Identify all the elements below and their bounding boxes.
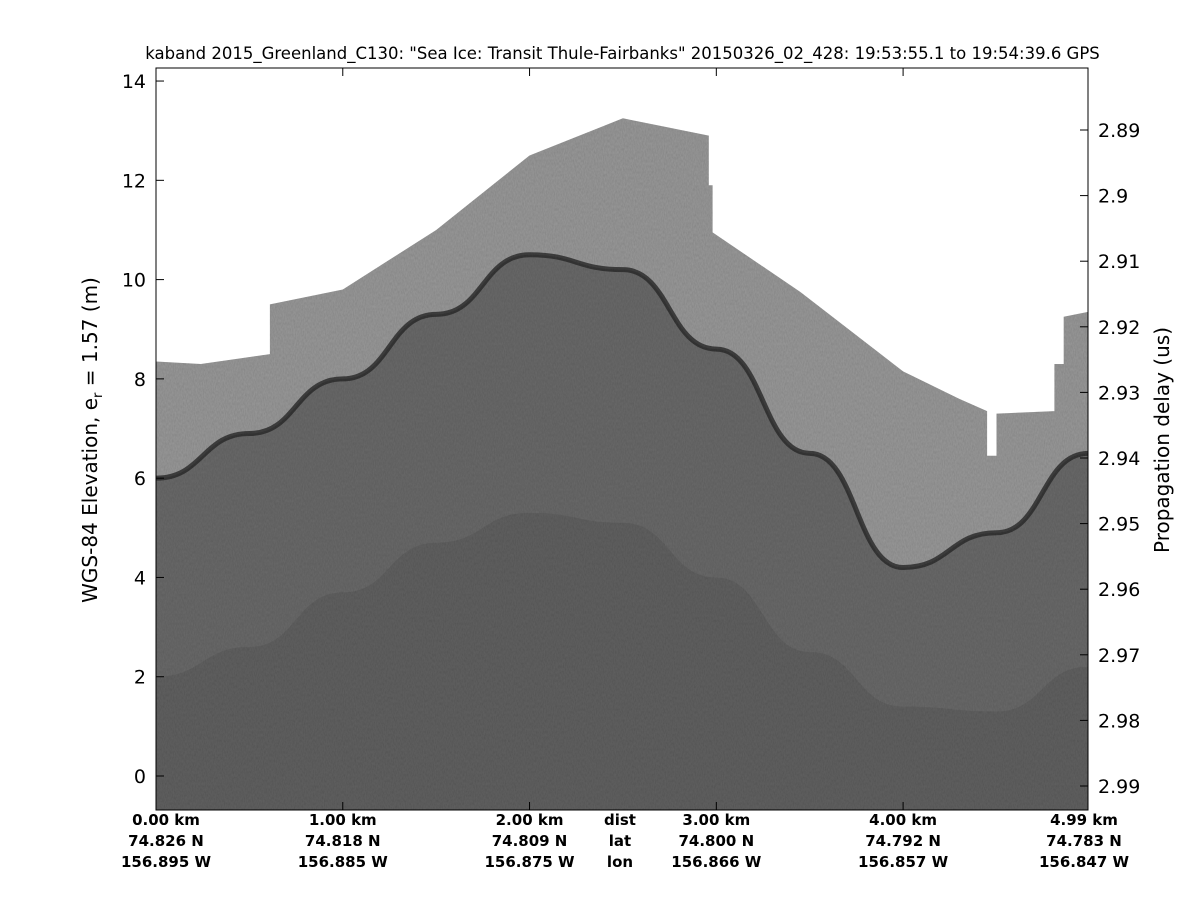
x-tick-lat: 74.792 N	[865, 832, 941, 850]
x-tick-label: 4.99 km 74.783 N 156.847 W	[1014, 810, 1154, 873]
y-axis-label: WGS-84 Elevation, er = 1.57 (m)	[78, 277, 106, 603]
surface-interface-line	[156, 252, 1088, 571]
x-tick-lat: 74.818 N	[304, 832, 381, 850]
plot-frame	[155, 67, 1089, 811]
y-tick-label: 6	[134, 468, 146, 490]
x-tick-label: 3.00 km 74.800 N 156.866 W	[646, 810, 786, 873]
y-axis-label-subscript: r	[91, 392, 106, 398]
y-tick-label: 8	[134, 369, 146, 391]
x-tick-lat: 74.826 N	[128, 832, 204, 850]
y-tick-label: 10	[122, 270, 146, 292]
x-tick-dist: 4.00 km	[869, 811, 938, 829]
x-tick-lon: 156.885 W	[297, 853, 388, 871]
right-axis-label: Propagation delay (us)	[1150, 326, 1174, 554]
x-tick-lat: 74.809 N	[491, 832, 568, 850]
chart-title: kaband 2015_Greenland_C130: "Sea Ice: Tr…	[145, 44, 1100, 63]
deep-layer-region	[156, 512, 1088, 810]
x-tick-label: 2.00 km 74.809 N 156.875 W	[460, 810, 600, 873]
x-tick-label: 4.00 km 74.792 N 156.857 W	[833, 810, 973, 873]
x-tick-lat: 74.783 N	[1046, 832, 1122, 850]
y-axis-label-suffix: = 1.57 (m)	[78, 277, 102, 393]
right-tick-label: 2.98	[1098, 710, 1140, 732]
x-tick-dist: 0.00 km	[132, 811, 200, 829]
row-label-lat: lat	[608, 832, 632, 850]
row-label-lon: lon	[606, 853, 634, 871]
x-tick-dist: 2.00 km	[495, 811, 564, 829]
y-tick-label: 12	[122, 170, 146, 192]
y-tick-label: 2	[134, 667, 146, 689]
row-label-dist: dist	[604, 811, 636, 829]
x-row-labels: dist lat lon	[550, 810, 690, 873]
x-tick-label: 0.00 km 74.826 N 156.895 W	[96, 810, 236, 873]
x-tick-lon: 156.847 W	[1038, 853, 1130, 871]
x-tick-dist: 3.00 km	[682, 811, 751, 829]
right-tick-label: 2.9	[1098, 186, 1128, 208]
y-tick-label: 14	[122, 71, 146, 93]
right-tick-label: 2.96	[1098, 579, 1140, 601]
x-tick-lon: 156.857 W	[858, 853, 949, 871]
x-tick-lon: 156.866 W	[671, 853, 762, 871]
right-tick-label: 2.93	[1098, 382, 1140, 404]
y-tick-label: 4	[134, 567, 146, 589]
right-tick-label: 2.94	[1098, 448, 1140, 470]
x-tick-dist: 1.00 km	[308, 811, 377, 829]
right-tick-label: 2.99	[1098, 776, 1140, 798]
y-tick-label: 0	[134, 766, 146, 788]
right-tick-label: 2.92	[1098, 317, 1140, 339]
x-tick-dist: 4.99 km	[1050, 811, 1118, 829]
x-tick-lat: 74.800 N	[678, 832, 755, 850]
x-tick-lon: 156.875 W	[484, 853, 575, 871]
right-tick-label: 2.89	[1098, 120, 1140, 142]
right-tick-label: 2.91	[1098, 251, 1140, 273]
y-axis-label-text: WGS-84 Elevation, e	[78, 397, 102, 603]
right-tick-label: 2.95	[1098, 514, 1140, 536]
x-tick-label: 1.00 km 74.818 N 156.885 W	[273, 810, 413, 873]
x-tick-lon: 156.895 W	[120, 853, 212, 871]
right-tick-label: 2.97	[1098, 645, 1140, 667]
